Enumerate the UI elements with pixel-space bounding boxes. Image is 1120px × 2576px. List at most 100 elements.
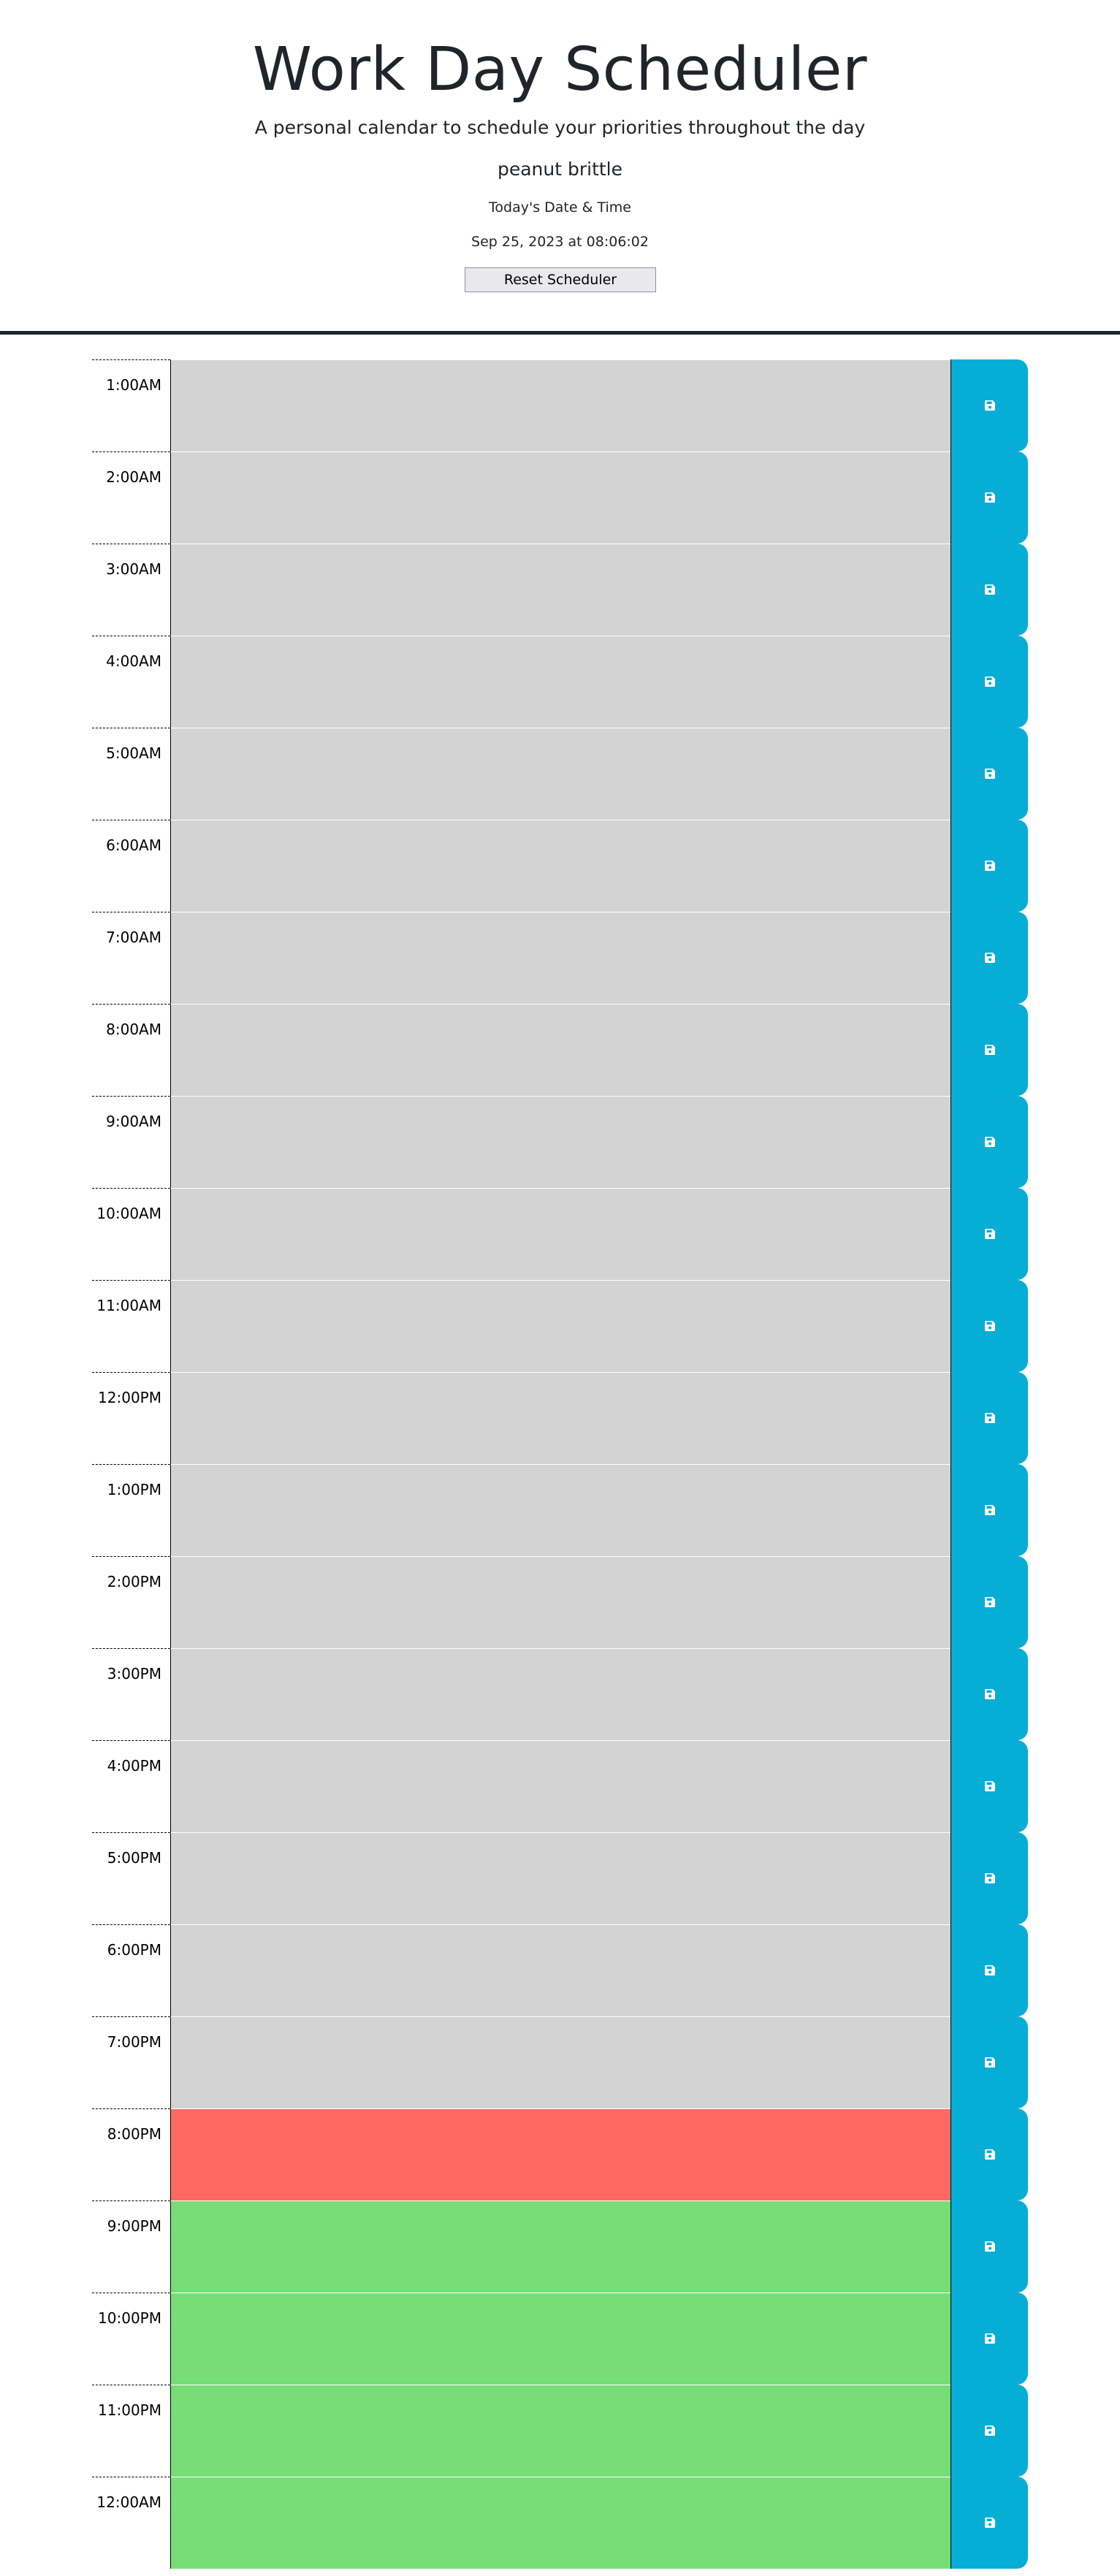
save-button[interactable] bbox=[951, 1280, 1028, 1372]
floppy-disk-icon bbox=[984, 861, 995, 871]
floppy-disk-icon bbox=[984, 2333, 995, 2344]
event-description-input[interactable] bbox=[170, 2108, 951, 2200]
save-button[interactable] bbox=[951, 1648, 1028, 1740]
hour-label: 1:00PM bbox=[92, 1464, 170, 1556]
event-description-input[interactable] bbox=[170, 1188, 951, 1280]
floppy-disk-icon bbox=[984, 2149, 995, 2160]
time-block-row: 8:00PM bbox=[92, 2108, 1028, 2200]
hour-label: 3:00AM bbox=[92, 544, 170, 636]
event-description-input[interactable] bbox=[170, 2016, 951, 2108]
page-subtitle: A personal calendar to schedule your pri… bbox=[254, 117, 866, 138]
schedule-container: 1:00AM 2:00AM 3:00AM 4:00AM 5:00AM 6:00AM 7:00… bbox=[92, 359, 1028, 2569]
event-description-input[interactable] bbox=[170, 728, 951, 820]
time-block-row: 3:00PM bbox=[92, 1648, 1028, 1740]
save-button[interactable] bbox=[951, 544, 1028, 636]
hour-label: 12:00PM bbox=[92, 1372, 170, 1464]
time-block-row: 10:00AM bbox=[92, 1188, 1028, 1280]
hour-label: 4:00PM bbox=[92, 1740, 170, 1832]
save-button[interactable] bbox=[951, 2477, 1028, 2569]
time-block-row: 8:00AM bbox=[92, 1004, 1028, 1096]
floppy-disk-icon bbox=[984, 2426, 995, 2436]
save-button[interactable] bbox=[951, 1188, 1028, 1280]
event-description-input[interactable] bbox=[170, 820, 951, 912]
floppy-disk-icon bbox=[984, 1137, 995, 1147]
floppy-disk-icon bbox=[984, 1689, 995, 1699]
time-block-row: 4:00AM bbox=[92, 636, 1028, 728]
time-block-row: 2:00PM bbox=[92, 1556, 1028, 1648]
event-description-input[interactable] bbox=[170, 1556, 951, 1648]
event-description-input[interactable] bbox=[170, 1280, 951, 1372]
event-description-input[interactable] bbox=[170, 2293, 951, 2385]
event-description-input[interactable] bbox=[170, 1372, 951, 1464]
date-label: Today's Date & Time bbox=[489, 199, 631, 216]
time-block-row: 12:00AM bbox=[92, 2477, 1028, 2569]
save-button[interactable] bbox=[951, 1372, 1028, 1464]
event-description-input[interactable] bbox=[170, 912, 951, 1004]
time-block-row: 5:00AM bbox=[92, 728, 1028, 820]
hour-label: 4:00AM bbox=[92, 636, 170, 728]
floppy-disk-icon bbox=[984, 953, 995, 963]
event-description-input[interactable] bbox=[170, 451, 951, 544]
save-button[interactable] bbox=[951, 359, 1028, 451]
save-button[interactable] bbox=[951, 636, 1028, 728]
floppy-disk-icon bbox=[984, 1873, 995, 1883]
save-button[interactable] bbox=[951, 2016, 1028, 2108]
event-description-input[interactable] bbox=[170, 544, 951, 636]
floppy-disk-icon bbox=[984, 400, 995, 411]
save-button[interactable] bbox=[951, 2200, 1028, 2293]
time-block-row: 6:00AM bbox=[92, 820, 1028, 912]
floppy-disk-icon bbox=[984, 2057, 995, 2068]
time-block-row: 9:00AM bbox=[92, 1096, 1028, 1188]
floppy-disk-icon bbox=[984, 2518, 995, 2528]
event-description-input[interactable] bbox=[170, 2477, 951, 2569]
event-description-input[interactable] bbox=[170, 1648, 951, 1740]
current-date-time: Sep 25, 2023 at 08:06:02 bbox=[471, 234, 649, 250]
save-button[interactable] bbox=[951, 2108, 1028, 2200]
floppy-disk-icon bbox=[984, 1229, 995, 1239]
event-description-input[interactable] bbox=[170, 1096, 951, 1188]
save-button[interactable] bbox=[951, 1740, 1028, 1832]
reset-scheduler-button[interactable]: Reset Scheduler bbox=[465, 267, 656, 292]
hour-label: 9:00PM bbox=[92, 2200, 170, 2293]
event-description-input[interactable] bbox=[170, 1924, 951, 2016]
event-description-input[interactable] bbox=[170, 1740, 951, 1832]
floppy-disk-icon bbox=[984, 2241, 995, 2252]
time-block-row: 6:00PM bbox=[92, 1924, 1028, 2016]
save-button[interactable] bbox=[951, 820, 1028, 912]
save-button[interactable] bbox=[951, 1556, 1028, 1648]
hour-label: 2:00PM bbox=[92, 1556, 170, 1648]
hour-label: 11:00PM bbox=[92, 2385, 170, 2477]
event-description-input[interactable] bbox=[170, 1832, 951, 1924]
save-button[interactable] bbox=[951, 1004, 1028, 1096]
hour-label: 2:00AM bbox=[92, 451, 170, 544]
time-block-row: 1:00AM bbox=[92, 359, 1028, 451]
save-button[interactable] bbox=[951, 1832, 1028, 1924]
save-button[interactable] bbox=[951, 1924, 1028, 2016]
event-description-input[interactable] bbox=[170, 359, 951, 451]
time-block-row: 5:00PM bbox=[92, 1832, 1028, 1924]
save-button[interactable] bbox=[951, 912, 1028, 1004]
event-description-input[interactable] bbox=[170, 2385, 951, 2477]
save-button[interactable] bbox=[951, 2385, 1028, 2477]
save-button[interactable] bbox=[951, 1464, 1028, 1556]
hour-label: 8:00AM bbox=[92, 1004, 170, 1096]
time-block-row: 7:00PM bbox=[92, 2016, 1028, 2108]
floppy-disk-icon bbox=[984, 1965, 995, 1975]
hour-label: 5:00PM bbox=[92, 1832, 170, 1924]
hour-label: 6:00AM bbox=[92, 820, 170, 912]
time-block-row: 9:00PM bbox=[92, 2200, 1028, 2293]
time-block-row: 2:00AM bbox=[92, 451, 1028, 544]
event-description-input[interactable] bbox=[170, 1004, 951, 1096]
save-button[interactable] bbox=[951, 1096, 1028, 1188]
save-button[interactable] bbox=[951, 2293, 1028, 2385]
event-description-input[interactable] bbox=[170, 1464, 951, 1556]
hour-label: 8:00PM bbox=[92, 2108, 170, 2200]
time-block-row: 11:00PM bbox=[92, 2385, 1028, 2477]
hour-label: 12:00AM bbox=[92, 2477, 170, 2569]
save-button[interactable] bbox=[951, 451, 1028, 544]
event-description-input[interactable] bbox=[170, 636, 951, 728]
hour-label: 10:00AM bbox=[92, 1188, 170, 1280]
save-button[interactable] bbox=[951, 728, 1028, 820]
event-description-input[interactable] bbox=[170, 2200, 951, 2293]
page-header: Work Day Scheduler A personal calendar t… bbox=[0, 0, 1120, 335]
